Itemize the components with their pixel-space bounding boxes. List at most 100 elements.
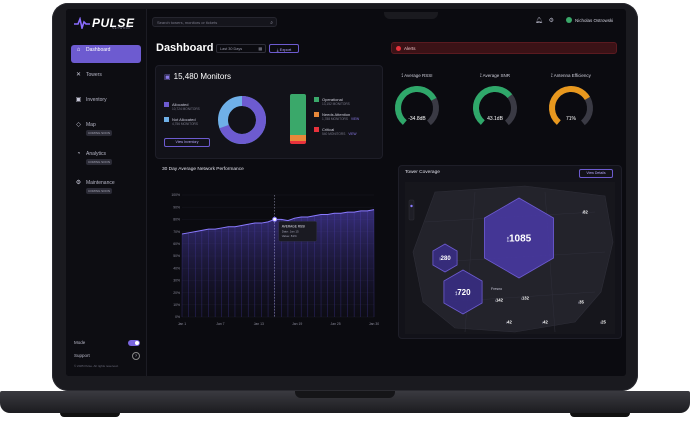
- sidebar-item-maintenance[interactable]: ⚙ Maintenance COMING SOON: [71, 178, 141, 200]
- y-tick-label: 70%: [173, 230, 180, 234]
- search-icon[interactable]: ⌕: [270, 20, 273, 26]
- y-tick-label: 80%: [173, 218, 180, 222]
- coverage-map[interactable]: ⟟1085⟟720⟟280⟟142 ⟟132⟟82⟟42 ⟟42⟟35⟟25Fres…: [405, 182, 615, 334]
- date-range-select[interactable]: Last 30 Days ▦: [216, 44, 266, 53]
- sidebar-item-label: Map: [86, 122, 96, 128]
- avatar: [566, 17, 572, 23]
- cluster-count-value: 25: [601, 319, 606, 324]
- gear-icon[interactable]: ⚙: [548, 18, 555, 24]
- cluster-count: ⟟142: [495, 297, 504, 302]
- status-bar-segment: [290, 94, 306, 136]
- x-tick-label: Jan 25: [331, 322, 341, 326]
- status-text: Operational 13,152 MONITORS: [322, 97, 350, 106]
- sidebar: PULSE NETWORK ⌂ Dashboard ✕ Towers ▣ Inventor…: [66, 9, 147, 376]
- status-view-link[interactable]: VIEW: [350, 117, 360, 121]
- cluster-marker[interactable]: ⟟25: [600, 319, 606, 324]
- status-bar-segment: [290, 135, 306, 142]
- status-text: Critical 540 MONITORS VIEW: [322, 127, 356, 136]
- sidebar-item-label: Towers: [86, 72, 102, 78]
- gauge-label: ⟟ Antenna Efficiency: [542, 73, 600, 78]
- search-input[interactable]: Search towers, monitors or tickets ⌕: [152, 17, 277, 27]
- sidebar-item-label: Inventory: [86, 97, 107, 103]
- sidebar-item-text: Maintenance COMING SOON: [86, 180, 115, 194]
- status-count: 540 MONITORS: [322, 132, 346, 136]
- sidebar-item-text: Analytics COMING SOON: [86, 151, 113, 165]
- coverage-title: Tower Coverage: [405, 170, 440, 175]
- gauge-value: 71%: [565, 116, 576, 122]
- sidebar-item-text: Map COMING SOON: [86, 122, 113, 136]
- help-icon[interactable]: ?: [132, 351, 140, 360]
- status-count: 1,788 MONITORS: [322, 117, 348, 121]
- hover-point[interactable]: [272, 216, 278, 222]
- cluster-count: ⟟35: [578, 299, 584, 304]
- mode-toggle[interactable]: [128, 339, 140, 346]
- legend-sub: 10,724 MONITORS: [172, 107, 200, 111]
- monitors-count: 15,480 Monitors: [173, 72, 231, 81]
- status-swatch: [314, 112, 319, 117]
- gauge-label-text: Antenna Efficiency: [553, 73, 591, 78]
- legend-swatch: [164, 117, 169, 122]
- coming-soon-badge: COMING SOON: [86, 159, 113, 165]
- cluster-marker[interactable]: ⟟82: [582, 209, 588, 214]
- sidebar-item-label: Analytics: [86, 151, 107, 157]
- cluster-marker[interactable]: ⟟1085: [484, 197, 555, 279]
- status-list: Operational 13,152 MONITORS Needs Attentio…: [314, 97, 359, 142]
- sidebar-item-dashboard[interactable]: ⌂ Dashboard: [71, 45, 141, 63]
- sidebar-item-inventory[interactable]: ▣ Inventory: [71, 95, 141, 113]
- donut-slice-allocated: [218, 96, 266, 144]
- cluster-hex: [484, 197, 555, 279]
- status-view-link[interactable]: VIEW: [348, 132, 357, 136]
- y-tick-label: 20%: [173, 291, 180, 295]
- cluster-marker[interactable]: ⟟280: [432, 243, 458, 273]
- zoom-controls[interactable]: [408, 199, 415, 221]
- gauge-dial: [473, 86, 517, 130]
- tooltip-title: AVERAGE RSSI: [282, 224, 306, 228]
- zoom-handle[interactable]: [410, 204, 413, 208]
- tower-icon: ⟟: [455, 291, 457, 297]
- y-tick-label: 0%: [175, 315, 180, 319]
- cluster-marker[interactable]: ⟟142: [495, 297, 504, 302]
- gauge-dial: [395, 86, 439, 130]
- tower-icon: ⟟: [521, 297, 522, 300]
- legend-sub: 4,756 MONITORS: [172, 122, 198, 126]
- coming-soon-badge: COMING SOON: [86, 188, 113, 194]
- sidebar-item-analytics[interactable]: ◔ Analytics COMING SOON: [71, 149, 141, 171]
- export-button[interactable]: ⤓ Export: [269, 44, 299, 53]
- cluster-marker[interactable]: ⟟132: [521, 295, 530, 300]
- cluster-marker[interactable]: ⟟720: [443, 269, 483, 315]
- bell-icon[interactable]: 🔔︎: [535, 18, 543, 24]
- cluster-count-value: 132: [522, 295, 530, 300]
- laptop-hinge: [295, 391, 395, 398]
- status-label: Critical: [322, 127, 335, 132]
- calendar-icon: ▦: [258, 47, 262, 51]
- logo[interactable]: PULSE: [74, 16, 135, 30]
- sidebar-item-label: Dashboard: [86, 47, 111, 53]
- view-inventory-button[interactable]: View Inventory: [164, 138, 210, 147]
- status-bar-segment: [290, 141, 306, 144]
- cluster-count-value: 1085: [509, 234, 532, 245]
- alerts-banner[interactable]: Alerts: [391, 42, 617, 54]
- alerts-label: Alerts: [404, 46, 416, 51]
- area-fill: [182, 209, 374, 317]
- tower-icon: ⟟: [506, 321, 507, 324]
- y-tick-label: 50%: [173, 254, 180, 258]
- sidebar-item-towers[interactable]: ✕ Towers: [71, 70, 141, 88]
- view-details-button[interactable]: View Details: [579, 169, 613, 178]
- cluster-count: ⟟1085: [507, 234, 532, 245]
- sidebar-item-map[interactable]: ◇ Map COMING SOON: [71, 120, 141, 142]
- cluster-marker[interactable]: ⟟42: [542, 319, 548, 324]
- cluster-hex: [443, 269, 483, 315]
- user-menu[interactable]: Nicholas Ostrowski: [566, 17, 613, 23]
- monitors-card: ▣ 15,480 Monitors Allocated 10,724 MONITO…: [155, 65, 383, 159]
- logo-subtitle: NETWORK: [112, 26, 131, 30]
- cluster-count-value: 280: [441, 256, 452, 262]
- tower-icon: ⟟: [495, 299, 496, 302]
- cluster-marker[interactable]: ⟟35: [578, 299, 584, 304]
- y-tick-label: 60%: [173, 242, 180, 246]
- laptop-foot-left: [60, 413, 120, 417]
- status-sub: 13,152 MONITORS: [322, 102, 350, 106]
- support-label[interactable]: Support: [74, 353, 90, 358]
- coverage-card: Tower Coverage View Details ⟟1085 ⟟720 ⟟28…: [398, 165, 622, 339]
- cluster-marker[interactable]: ⟟42: [506, 319, 512, 324]
- zoom-bar[interactable]: [408, 199, 415, 221]
